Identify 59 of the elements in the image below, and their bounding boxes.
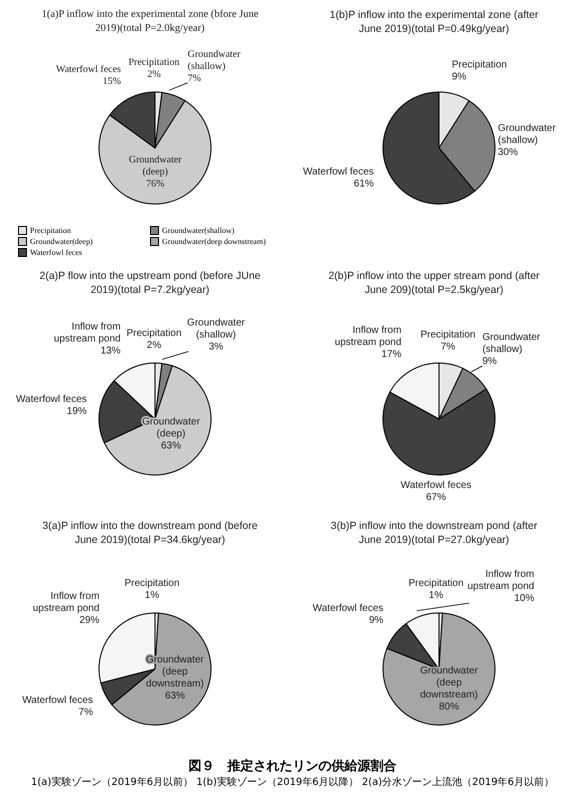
data-label: 10% (514, 593, 534, 604)
slice-label: Waterfowl feces (400, 480, 472, 491)
data-label: 61% (354, 178, 374, 190)
legend-label: Precipitation (30, 226, 71, 235)
data-label: 63% (164, 690, 186, 702)
slice-label: Precipitation (452, 60, 507, 71)
data-label: 13% (100, 345, 121, 356)
chart-title: 1(a)P inflow into the experimental zone (bfore June 2019)(total P=2.0kg/year) (40, 8, 260, 36)
data-label: 2% (147, 69, 161, 80)
slice-label: Precipitation (128, 57, 180, 68)
slice-label: Inflow from upstream pond (334, 324, 402, 348)
slice-label: Groundwater (shallow) (187, 318, 246, 341)
data-label: 9% (452, 72, 466, 83)
slice-label: Inflow from upstream pond (54, 321, 121, 344)
slice-label: Precipitation (126, 328, 182, 340)
slice-label: Waterfowl feces (56, 64, 122, 75)
chart-title: 3(a)P inflow into the downstream pond (before June 2019)(total P=34.6kg/year) (41, 519, 259, 547)
data-label: 63% (160, 440, 182, 452)
slice-label: Groundwater (shallow) (498, 122, 556, 146)
data-label: 1% (428, 590, 444, 602)
legend-label: Waterfowl feces (30, 248, 82, 257)
slice-label: Groundwater (shallow) (482, 332, 541, 355)
slice-label: Waterfowl feces (16, 394, 87, 405)
legend-label: Groundwater(deep downstream) (162, 237, 266, 246)
data-label: 7% (440, 342, 456, 353)
data-label: 67% (426, 492, 446, 503)
chart-title: 2(b)P inflow into the upper stream pond (after June 209)(total P=2.5kg/year) (327, 269, 541, 297)
chart-title: 3(b)P inflow into the downstream pond (after June 2019)(total P=27.0kg/year) (330, 519, 538, 547)
slice-label: Inflow from upstream pond (32, 590, 100, 614)
slice-label: Precipitation (408, 578, 464, 590)
slice-label: Groundwater (deep downstream) (420, 666, 479, 701)
chart-title: 1(b)P inflow into the experimental zone (after June 2019)(total P=0.49kg/year) (328, 8, 540, 36)
legend-label: Groundwater(shallow) (162, 226, 234, 235)
data-label: 80% (438, 702, 460, 713)
data-label: 7% (188, 72, 202, 84)
slice-label: Waterfowl feces (312, 602, 384, 614)
data-label: 30% (498, 146, 518, 158)
chart-title: 2(a)P flow into the upstream pond (before JUne 2019)(total P=7.2kg/year) (38, 269, 262, 297)
slice-label: Inflow from upstream pond (468, 569, 534, 592)
text: 1(a)実験ゾーン（2019年6月以前） 1(b)実験ゾーン（2019年6月以降） 2(a)分水ゾーン上流池（2019年6月以前） (30, 776, 555, 789)
data-label: 7% (78, 707, 94, 718)
slice-label: Groundwater(deep) (128, 154, 182, 178)
data-label: 19% (66, 406, 87, 417)
data-label: 9% (482, 356, 497, 367)
legend-label: Groundwater(deep) (30, 237, 93, 246)
slice-label: Waterfowl feces (22, 695, 93, 706)
slice-label: Precipitation (420, 330, 476, 341)
data-label: 17% (381, 348, 402, 360)
slice-label: Waterfowl feces (303, 166, 374, 178)
data-label: 76% (146, 178, 164, 190)
data-label: 2% (146, 340, 162, 352)
data-label: 29% (79, 614, 100, 626)
caption: 図９ 推定されたリンの供給源割合 (188, 758, 398, 775)
slice-label: Precipitation (124, 578, 180, 590)
data-label: 1% (144, 590, 160, 602)
data-label: 9% (368, 614, 384, 626)
data-label: 3% (208, 342, 224, 353)
data-label: 15% (102, 76, 121, 87)
slice-label: Groundwater(shallow) (188, 48, 242, 72)
